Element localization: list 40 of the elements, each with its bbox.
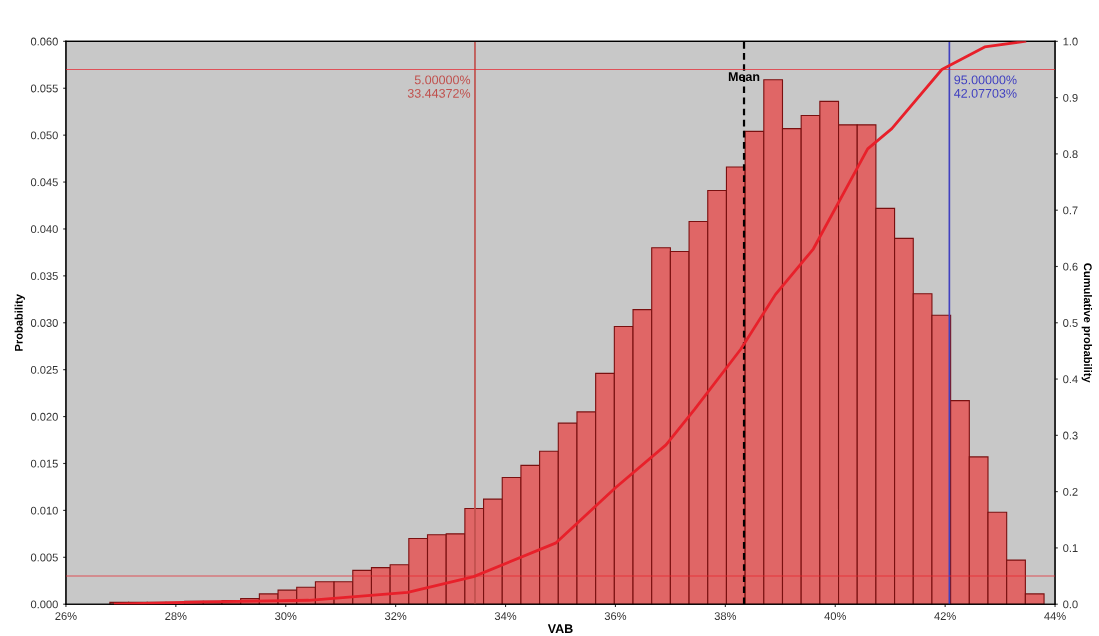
y2-tick-label: 0.1 xyxy=(1063,544,1078,553)
x-tick-label: 38% xyxy=(714,612,737,620)
y-tick-label: 0.035 xyxy=(30,272,58,280)
y-tick-label: 0.015 xyxy=(30,459,58,468)
y-tick-label: 0.000 xyxy=(30,600,58,609)
x-tick-label: 36% xyxy=(604,612,627,620)
y-tick-label: 0.055 xyxy=(30,84,58,93)
y-tick-label: 0.050 xyxy=(30,131,58,140)
x-tick-label: 32% xyxy=(384,612,407,620)
y2-tick-label: 0.9 xyxy=(1063,93,1078,102)
x-tick-label: 30% xyxy=(275,612,297,620)
y2-axis-title: Cumulative probability xyxy=(1081,263,1093,383)
y2-tick-label: 0.2 xyxy=(1063,487,1078,496)
x-tick-label: 28% xyxy=(165,612,187,620)
x-tick-label: 34% xyxy=(494,612,517,620)
x-tick-label: 44% xyxy=(1044,612,1066,620)
ref-line-label: 5.00000% 33.44372% xyxy=(407,75,471,98)
x-tick-label: 42% xyxy=(934,612,956,620)
y2-tick-label: 0.3 xyxy=(1063,431,1078,440)
y2-tick-label: 0.4 xyxy=(1063,375,1078,384)
y-tick-label: 0.045 xyxy=(30,178,58,187)
y2-tick-label: 1.0 xyxy=(1063,37,1078,46)
y-tick-label: 0.030 xyxy=(30,319,58,327)
x-tick-label: 26% xyxy=(55,612,77,620)
y-tick-label: 0.060 xyxy=(30,37,58,46)
x-axis-title: VAB xyxy=(547,624,573,633)
y2-tick-label: 0.8 xyxy=(1063,150,1078,159)
y2-tick-label: 0.6 xyxy=(1063,262,1078,271)
y-tick-label: 0.010 xyxy=(30,506,58,515)
y2-tick-label: 0.7 xyxy=(1063,206,1078,215)
y-tick-label: 0.020 xyxy=(30,412,58,421)
y-axis-title: Probability xyxy=(14,294,25,351)
ref-line-label: Mean xyxy=(728,72,760,82)
y2-tick-label: 0.5 xyxy=(1063,319,1078,327)
y-tick-label: 0.040 xyxy=(30,225,58,234)
y2-tick-label: 0.0 xyxy=(1063,600,1078,609)
y-tick-label: 0.005 xyxy=(30,553,58,562)
y-tick-label: 0.025 xyxy=(30,365,58,374)
x-tick-label: 40% xyxy=(824,612,846,620)
ref-line-label: 95.00000% 42.07703% xyxy=(954,75,1017,98)
